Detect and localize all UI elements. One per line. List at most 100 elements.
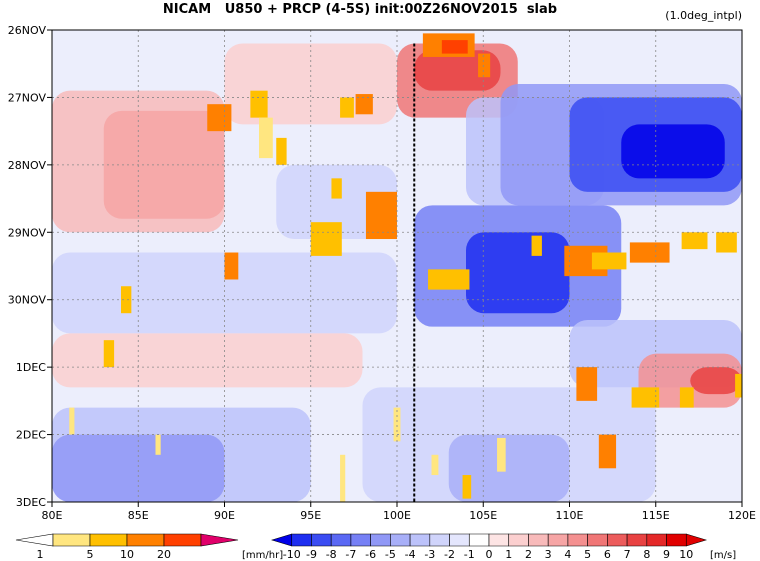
x-tick-label-3: 95E — [300, 509, 321, 522]
prcp-core-2 — [481, 60, 487, 71]
prcp-cell-20 — [716, 232, 737, 253]
y-tick-label-4: 30NOV — [8, 294, 47, 307]
u-legend-label-13: 3 — [545, 548, 552, 561]
u-legend-label-20: 10 — [679, 548, 693, 561]
u-legend-label-5: -5 — [385, 548, 396, 561]
prcp-core-18 — [641, 248, 658, 257]
u-legend-swatch-15 — [567, 533, 588, 547]
u-legend-swatch-3 — [330, 533, 352, 547]
u-legend-swatch-12 — [508, 533, 529, 547]
u-legend-swatch-20 — [666, 533, 687, 547]
prcp-cell-3 — [250, 90, 268, 118]
u-legend-swatch-10 — [468, 533, 490, 547]
y-tick-label-2: 28NOV — [8, 159, 47, 172]
u-legend-label-7: -3 — [424, 548, 435, 561]
prcp-cell-29 — [462, 475, 472, 499]
prcp-legend-swatch-1 — [52, 533, 91, 547]
u850-region-18 — [690, 367, 742, 395]
u850-region-6 — [52, 252, 397, 334]
u-legend-label-10: 0 — [486, 548, 493, 561]
prcp-cell-11 — [310, 222, 342, 256]
u-legend-swatch-21 — [685, 533, 708, 547]
prcp-cell-33 — [69, 407, 75, 435]
prcp-cell-23 — [735, 373, 742, 398]
prcp-cell-21 — [103, 340, 115, 368]
u-legend-swatch-6 — [390, 533, 411, 547]
u-legend-label-15: 5 — [584, 548, 591, 561]
x-tick-label-7: 115E — [642, 509, 670, 522]
prcp-cell-9 — [331, 178, 342, 199]
u-legend-swatch-5 — [370, 533, 391, 547]
prcp-cell-5 — [340, 97, 354, 118]
u-legend-swatch-8 — [429, 533, 450, 547]
prcp-legend-label-2: 10 — [120, 548, 134, 561]
x-tick-label-2: 90E — [214, 509, 235, 522]
prcp-core-10 — [375, 205, 388, 225]
u-legend-swatch-0 — [270, 533, 293, 547]
prcp-legend-swatch-0 — [15, 533, 54, 547]
prcp-core-4 — [214, 112, 225, 124]
y-tick-label-7: 3DEC — [16, 496, 46, 509]
prcp-cell-17 — [591, 252, 627, 270]
u-legend-swatch-18 — [626, 533, 648, 547]
prcp-core-6 — [360, 100, 368, 109]
u-legend-swatch-7 — [409, 533, 431, 547]
x-tick-label-0: 80E — [42, 509, 63, 522]
x-tick-label-6: 110E — [556, 509, 584, 522]
prcp-legend-label-1: 5 — [87, 548, 94, 561]
u-legend-label-0: -10 — [283, 548, 301, 561]
prcp-core-16 — [577, 254, 595, 268]
u-legend-label-14: 4 — [564, 548, 571, 561]
u-legend-label-19: 9 — [663, 548, 670, 561]
u-legend-label-18: 8 — [643, 548, 650, 561]
prcp-cell-19 — [681, 232, 708, 250]
y-tick-label-5: 1DEC — [16, 361, 46, 374]
u-legend-swatch-13 — [528, 533, 549, 547]
prcp-legend-label-0: 1 — [37, 548, 44, 561]
u-legend-label-11: 1 — [505, 548, 512, 561]
interpolation-note: (1.0deg_intpl) — [665, 9, 742, 22]
u-legend-swatch-14 — [547, 533, 569, 547]
u-legend-swatch-17 — [607, 533, 628, 547]
prcp-cell-13 — [121, 286, 132, 314]
prcp-core-26 — [604, 444, 611, 459]
u-legend-label-3: -7 — [345, 548, 356, 561]
u850-region-13 — [621, 124, 725, 179]
x-tick-label-4: 100E — [383, 509, 411, 522]
u-legend-label-1: -9 — [306, 548, 317, 561]
prcp-cell-28 — [431, 454, 439, 476]
x-tick-label-5: 105E — [469, 509, 497, 522]
u850-region-20 — [448, 434, 570, 502]
prcp-cell-14 — [428, 269, 470, 290]
prcp-cell-15 — [531, 235, 542, 256]
prcp-cell-30 — [340, 454, 346, 502]
prcp-legend-swatch-4 — [163, 533, 202, 547]
u-legend-unit: [m/s] — [710, 550, 736, 561]
u-legend-label-9: -1 — [464, 548, 475, 561]
u850-region-9 — [52, 434, 225, 502]
u-legend-label-6: -4 — [405, 548, 416, 561]
u-legend-label-17: 7 — [624, 548, 631, 561]
x-tick-label-1: 85E — [128, 509, 149, 522]
u850-region-7 — [52, 333, 363, 388]
prcp-legend-unit: [mm/hr] — [242, 550, 283, 561]
u-legend-label-16: 6 — [604, 548, 611, 561]
prcp-legend-label-3: 20 — [157, 548, 171, 561]
chart-title: NICAM U850 + PRCP (4-5S) init:00Z26NOV20… — [162, 2, 558, 17]
prcp-cell-25 — [679, 387, 694, 408]
prcp-legend-swatch-3 — [126, 533, 165, 547]
prcp-cell-7 — [259, 117, 273, 159]
y-tick-label-6: 2DEC — [16, 429, 46, 442]
u-legend-swatch-2 — [311, 533, 332, 547]
u-legend-swatch-9 — [449, 533, 470, 547]
prcp-core-1 — [449, 44, 460, 50]
u-legend-swatch-16 — [587, 533, 608, 547]
u850-region-15 — [466, 232, 570, 314]
x-tick-label-8: 120E — [728, 509, 756, 522]
prcp-legend-swatch-2 — [89, 533, 128, 547]
prcp-legend-swatch-5 — [200, 533, 239, 547]
y-tick-label-1: 27NOV — [8, 91, 47, 104]
y-tick-label-0: 26NOV — [8, 24, 47, 37]
